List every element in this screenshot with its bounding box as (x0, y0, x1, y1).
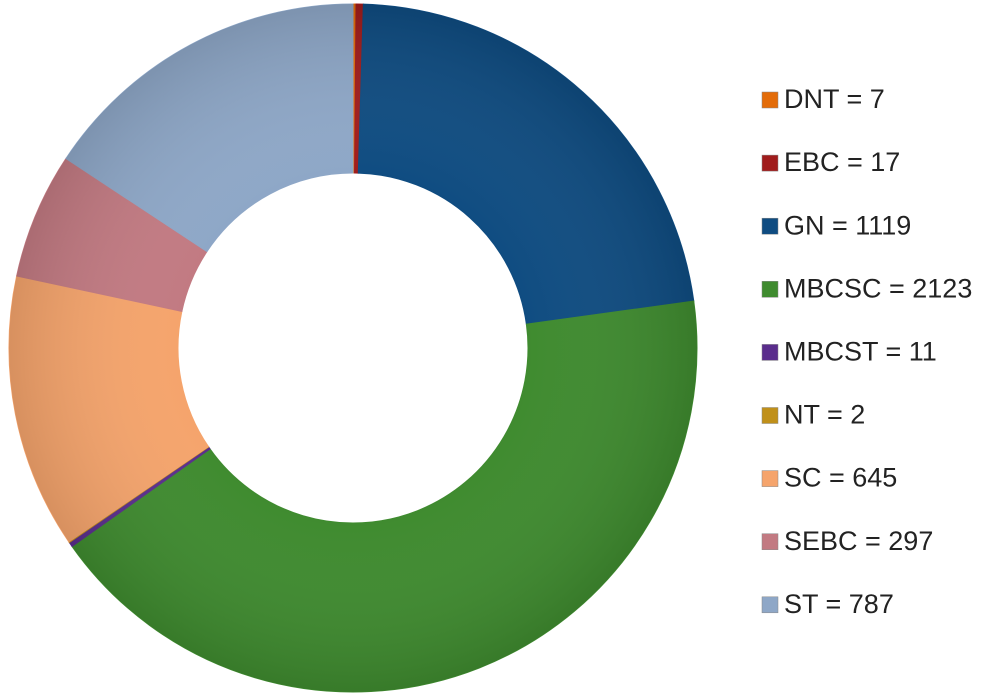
legend-label: SC = 645 (784, 463, 897, 493)
legend-swatch (761, 217, 779, 235)
legend-swatch (761, 344, 779, 361)
legend-label: MBCSC = 2123 (784, 273, 972, 303)
legend-label: ST = 787 (784, 589, 894, 619)
legend-swatch (761, 596, 779, 614)
legend-swatch (761, 470, 779, 487)
legend-swatch (761, 407, 779, 424)
legend-label: EBC = 17 (784, 147, 900, 177)
legend-swatch (761, 533, 779, 550)
legend-label: DNT = 7 (784, 84, 885, 114)
legend-swatch (761, 154, 779, 172)
legend-label: MBCST = 11 (784, 337, 937, 367)
legend-label: SEBC = 297 (784, 526, 933, 556)
legend-label: NT = 2 (784, 400, 865, 430)
legend-swatch (761, 91, 779, 109)
legend-label: GN = 1119 (784, 210, 911, 240)
legend-swatch (761, 281, 779, 298)
donut-slice (357, 3, 695, 325)
